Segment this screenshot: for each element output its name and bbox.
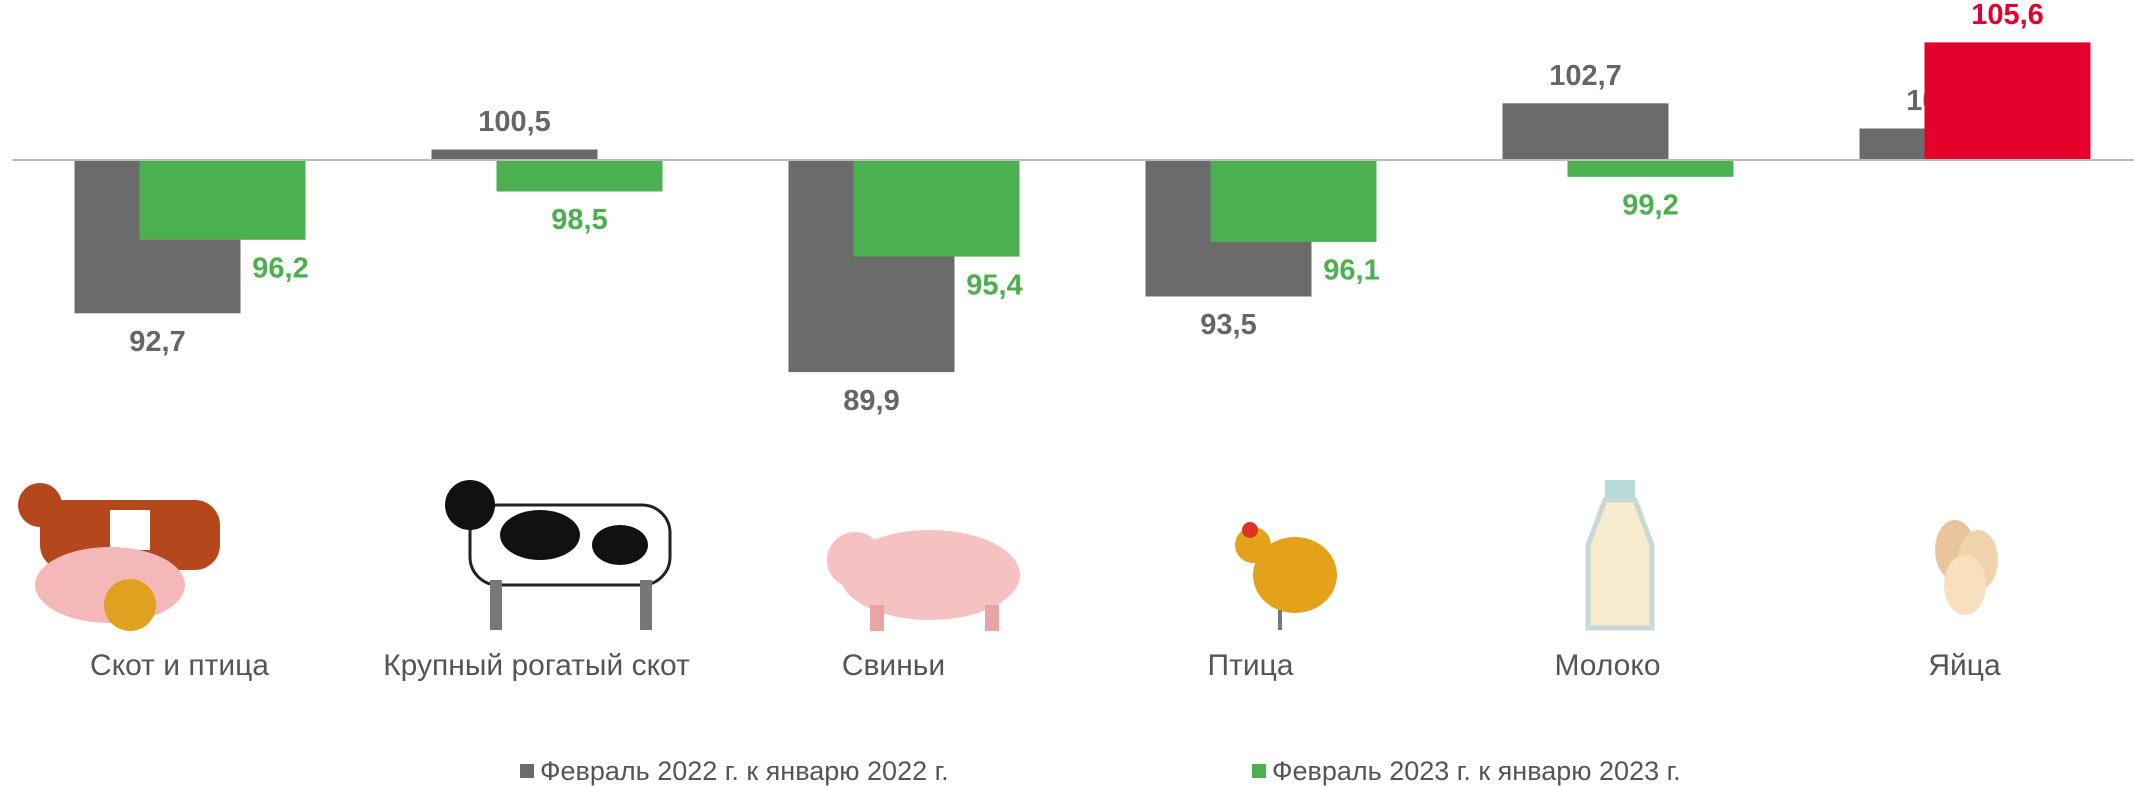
value-label: 96,1 [1323, 255, 1379, 287]
livestock-icon [18, 483, 220, 631]
x-tick-label: Яйца [1928, 649, 2001, 682]
value-label: 98,5 [551, 204, 607, 236]
value-label: 95,4 [966, 269, 1022, 301]
x-tick-label: Молоко [1554, 649, 1660, 682]
bar [1567, 160, 1734, 177]
milk-icon [1585, 480, 1655, 631]
x-tick-label: Свиньи [842, 649, 945, 682]
value-label: 92,7 [129, 326, 185, 358]
bar [1502, 103, 1669, 160]
x-tick-label: Крупный рогатый скот [383, 649, 690, 682]
bar [1924, 42, 2091, 160]
value-label: 100,5 [478, 106, 551, 138]
chicken-icon [1235, 522, 1337, 630]
bar [431, 149, 598, 160]
x-tick-label: Птица [1208, 649, 1294, 682]
legend-swatch [520, 764, 534, 778]
legend-label: Февраль 2022 г. к январю 2022 г. [540, 756, 949, 786]
cattle-icon [445, 480, 672, 630]
bar [1210, 160, 1377, 242]
legend-label: Февраль 2023 г. к январю 2023 г. [1272, 756, 1681, 786]
legend-swatch [1252, 764, 1266, 778]
bar [853, 160, 1020, 257]
pig-icon [827, 530, 1020, 631]
eggs-icon [1935, 520, 1998, 615]
value-label: 105,6 [1971, 0, 2044, 31]
value-label: 89,9 [843, 385, 899, 417]
bar [496, 160, 663, 192]
value-label: 96,2 [252, 252, 308, 284]
bar [139, 160, 306, 240]
icons [18, 480, 1998, 631]
value-label: 99,2 [1622, 189, 1678, 221]
value-label: 102,7 [1549, 60, 1622, 92]
x-tick-label: Скот и птица [90, 649, 269, 682]
value-label: 93,5 [1200, 309, 1256, 341]
